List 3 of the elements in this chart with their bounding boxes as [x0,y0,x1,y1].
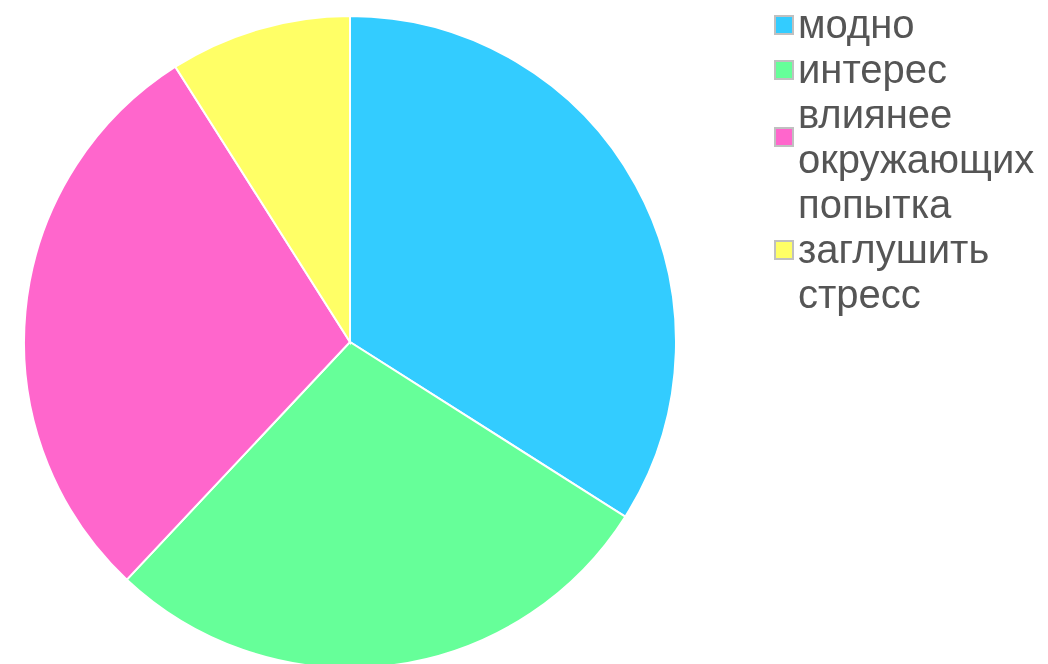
legend-label: модно [798,2,916,47]
legend-label: интерес [798,47,949,92]
legend-label: попытка заглушить стресс [798,182,991,317]
